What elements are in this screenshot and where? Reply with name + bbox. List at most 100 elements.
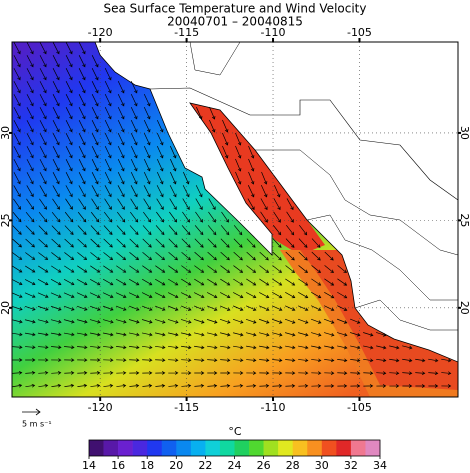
wind-arrow: [142, 371, 153, 375]
wind-arrow: [39, 42, 47, 55]
wind-arrow: [115, 278, 127, 286]
wind-arrow: [167, 292, 179, 299]
wind-arrow: [76, 332, 88, 337]
wind-arrow: [194, 358, 205, 363]
wind-arrow: [65, 172, 73, 185]
wind-arrow: [337, 278, 348, 286]
wind-arrow: [259, 358, 270, 363]
wind-arrow: [89, 332, 101, 337]
wind-arrow: [350, 384, 361, 388]
wind-arrow: [245, 318, 257, 324]
wind-arrow: [77, 238, 87, 248]
wind-arrow: [245, 305, 257, 311]
wind-arrow: [260, 185, 268, 198]
wind-arrow: [168, 265, 179, 273]
wind-arrow: [168, 251, 178, 261]
wind-arrow: [258, 318, 270, 324]
colorbar-tick-label: 22: [198, 459, 212, 472]
wind-arrow: [37, 332, 49, 337]
wind-arrow: [39, 81, 47, 94]
wind-arrow: [272, 371, 283, 375]
wind-arrow: [154, 319, 166, 324]
wind-arrow: [143, 145, 151, 159]
wind-arrow: [324, 358, 335, 363]
wind-scale-arrow: [22, 408, 41, 416]
wind-arrow: [272, 345, 283, 350]
wind-arrow: [89, 319, 101, 324]
wind-arrow: [52, 81, 60, 94]
wind-arrow: [130, 80, 138, 94]
wind-arrow: [104, 185, 112, 198]
wind-arrow: [38, 345, 49, 350]
wind-arrow: [233, 384, 244, 388]
lon-label: -110: [261, 26, 286, 39]
lon-label: -105: [347, 26, 372, 39]
wind-arrow: [168, 383, 179, 388]
wind-arrow: [128, 292, 140, 298]
wind-arrow: [38, 225, 48, 235]
wind-arrow: [168, 358, 179, 362]
wind-arrow: [272, 251, 282, 261]
wind-arrow: [104, 158, 112, 172]
lat-label: 30: [0, 126, 12, 140]
wind-arrow: [428, 371, 439, 376]
wind-arrow: [129, 358, 140, 362]
wind-arrow: [220, 265, 231, 273]
wind-arrow: [90, 358, 101, 362]
wind-arrow: [129, 371, 140, 375]
wind-arrow: [77, 371, 88, 375]
wind-arrow: [324, 318, 335, 324]
wind-arrow: [235, 132, 242, 146]
wind-arrow: [39, 198, 47, 210]
wind-arrow: [272, 292, 283, 299]
wind-arrow: [65, 94, 73, 107]
wind-arrow: [222, 145, 229, 159]
wind-arrow: [142, 278, 153, 286]
wind-arrow: [298, 265, 308, 273]
wind-arrow: [261, 171, 268, 185]
wind-arrow: [155, 383, 166, 388]
wind-arrow: [193, 292, 205, 299]
wind-arrow: [52, 159, 60, 172]
wind-arrow: [52, 198, 60, 210]
wind-arrow: [116, 371, 127, 375]
wind-arrow: [78, 133, 86, 146]
wind-arrow: [13, 172, 21, 185]
wind-arrow: [272, 358, 283, 363]
wind-arrow: [220, 345, 231, 350]
wind-arrow: [90, 371, 101, 375]
wind-arrow: [155, 251, 165, 261]
wind-arrow: [12, 305, 23, 311]
wind-arrow: [12, 383, 23, 388]
wind-arrow: [220, 278, 231, 286]
wind-arrow: [37, 292, 49, 298]
wind-arrow: [12, 358, 23, 362]
wind-arrow: [298, 371, 309, 375]
wind-arrow: [102, 319, 114, 324]
colorbar-bin: [161, 440, 177, 456]
wind-arrow: [25, 345, 36, 350]
wind-arrow: [246, 371, 257, 375]
wind-arrow: [194, 265, 205, 273]
wind-arrow: [363, 345, 374, 350]
wind-arrow: [245, 332, 257, 337]
wind-arrow: [376, 332, 387, 337]
wind-arrow: [117, 158, 125, 172]
wind-arrow: [25, 383, 36, 388]
wind-arrow: [389, 358, 400, 363]
wind-arrow: [285, 238, 295, 248]
wind-arrow: [76, 319, 88, 324]
wind-arrow: [402, 345, 413, 350]
wind-arrow: [38, 371, 49, 375]
wind-arrow: [52, 42, 60, 55]
wind-arrow: [143, 185, 151, 198]
colorbar-tick-label: 24: [228, 459, 242, 472]
colorbar-bin: [249, 440, 264, 456]
wind-arrow: [337, 305, 348, 311]
wind-arrow: [259, 265, 270, 273]
wind-arrow: [220, 251, 230, 261]
wind-arrow: [168, 345, 179, 350]
wind-arrow: [128, 305, 140, 311]
wind-arrow: [39, 185, 47, 198]
wind-arrow: [247, 185, 255, 198]
